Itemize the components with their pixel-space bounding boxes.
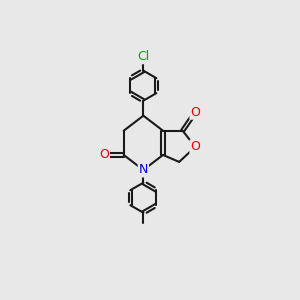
Text: N: N: [139, 164, 148, 176]
Text: O: O: [99, 148, 109, 161]
Text: Cl: Cl: [137, 50, 149, 63]
Text: O: O: [190, 140, 200, 153]
Text: O: O: [190, 106, 200, 119]
